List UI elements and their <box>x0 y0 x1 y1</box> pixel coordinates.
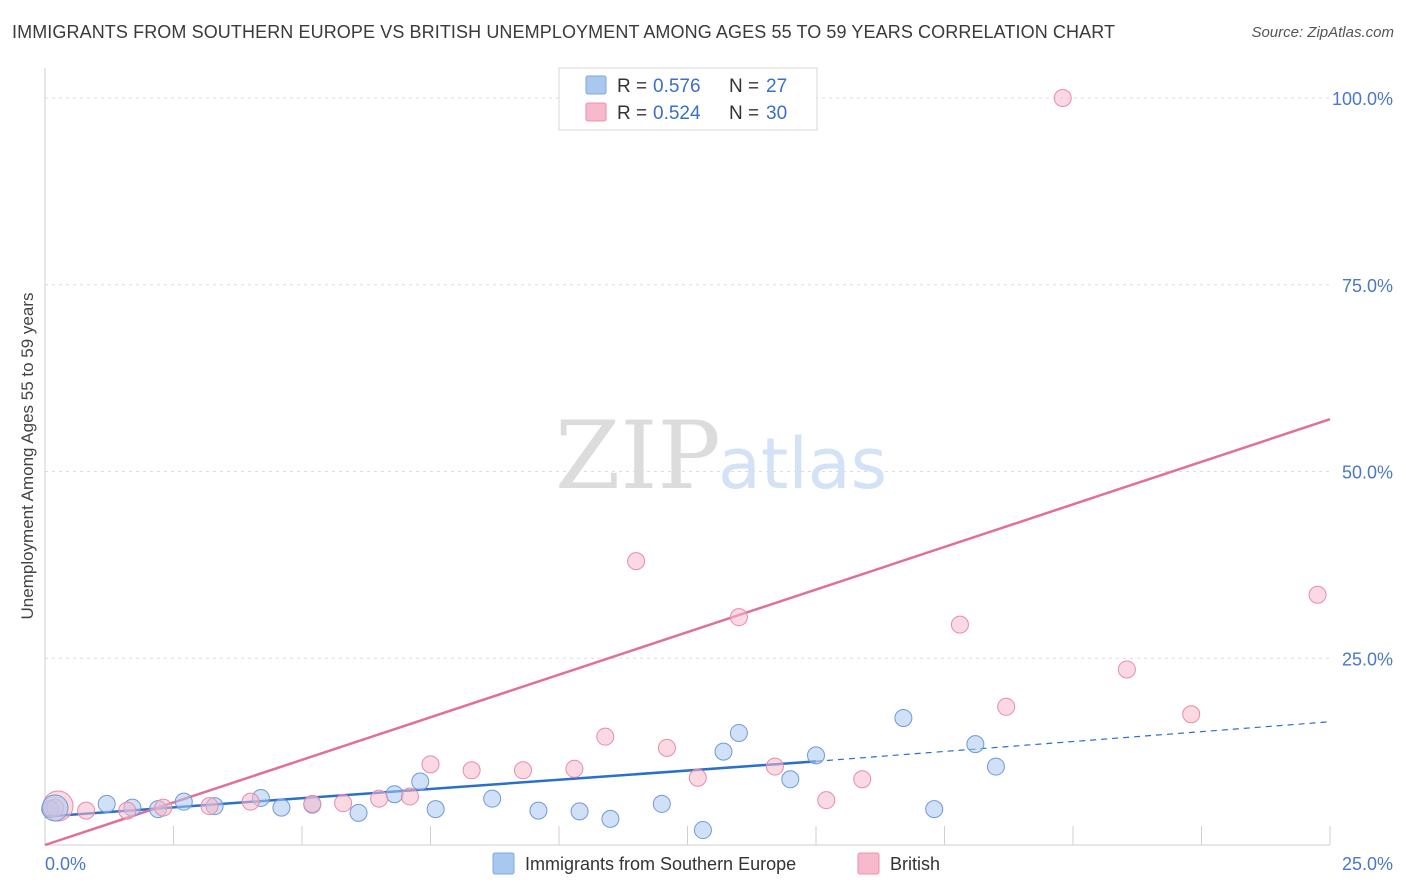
point-pink <box>334 794 353 813</box>
point-pink <box>950 615 969 634</box>
x-tick-label: 0.0% <box>45 854 86 874</box>
point-pink <box>118 801 137 820</box>
point-pink <box>997 697 1016 716</box>
watermark-atlas: atlas <box>718 423 887 505</box>
point-pink <box>817 791 836 810</box>
legend-swatch-pink <box>585 102 607 122</box>
point-pink <box>154 798 173 817</box>
point-pink <box>596 727 615 746</box>
watermark: ZIP atlas <box>555 402 887 511</box>
point-pink <box>241 792 260 811</box>
tick-labels: 25.0% 50.0% 75.0% 100.0% 0.0% 25.0% <box>45 89 1393 874</box>
point-pink <box>1053 89 1072 107</box>
trendline-pink <box>44 418 1331 847</box>
point-blue <box>729 723 748 742</box>
point-pink <box>303 794 322 813</box>
point-blue <box>529 801 548 820</box>
point-pink <box>657 738 676 757</box>
point-pink <box>1117 660 1136 679</box>
point-pink <box>765 757 784 776</box>
point-blue <box>894 709 913 728</box>
point-pink <box>1308 585 1327 604</box>
y-tick-label: 50.0% <box>1342 463 1393 483</box>
y-tick-label: 100.0% <box>1332 89 1393 109</box>
legend-n-value-1: 30 <box>766 103 787 124</box>
point-blue <box>385 785 404 804</box>
point-blue <box>693 821 712 840</box>
point-blue <box>426 800 445 819</box>
point-blue <box>652 794 671 813</box>
point-blue <box>925 800 944 819</box>
bottom-legend-label-1: British <box>890 854 940 874</box>
legend-swatch-blue <box>585 75 607 95</box>
legend-n-value-0: 27 <box>766 76 787 97</box>
chart-title: IMMIGRANTS FROM SOUTHERN EUROPE VS BRITI… <box>12 22 1116 42</box>
bottom-legend-label-0: Immigrants from Southern Europe <box>525 854 796 874</box>
point-pink <box>200 797 219 816</box>
axes <box>44 68 1331 846</box>
legend-r-value-1: 0.524 <box>653 103 701 124</box>
point-blue <box>601 809 620 828</box>
point-pink <box>370 789 389 808</box>
legend-r-value-0: 0.576 <box>653 76 701 97</box>
point-blue <box>411 772 430 791</box>
point-pink <box>514 761 533 780</box>
point-pink <box>729 608 748 627</box>
point-blue <box>986 757 1005 776</box>
point-blue <box>174 792 193 811</box>
point-blue <box>807 746 825 765</box>
point-pink <box>1182 705 1201 724</box>
point-pink <box>400 787 419 806</box>
watermark-zip: ZIP <box>555 402 721 511</box>
legend-n-label-1: N = <box>729 103 759 124</box>
point-blue <box>781 770 800 789</box>
y-tick-label: 25.0% <box>1342 649 1393 669</box>
point-blue <box>714 742 733 761</box>
legend-n-label-0: N = <box>729 76 759 97</box>
trendline-blue-extension <box>815 721 1331 762</box>
point-pink <box>565 759 584 778</box>
point-pink <box>688 768 707 787</box>
grid <box>45 97 1330 659</box>
point-cluster-blue <box>41 794 69 822</box>
y-axis-label: Unemployment Among Ages 55 to 59 years <box>18 293 37 620</box>
trendlines <box>44 418 1331 847</box>
legend-box: R = 0.576 N = 27 R = 0.524 N = 30 <box>558 67 818 131</box>
trendline-blue <box>44 760 817 818</box>
point-blue <box>97 794 116 813</box>
point-pink <box>421 755 440 774</box>
y-tick-label: 75.0% <box>1342 276 1393 296</box>
point-pink <box>853 770 872 789</box>
point-blue <box>966 735 985 754</box>
legend-r-label-1: R = <box>617 103 647 124</box>
point-blue <box>570 802 589 821</box>
point-pink <box>627 552 646 571</box>
point-pink <box>462 761 481 780</box>
data-points <box>41 89 1327 840</box>
bottom-legend-swatch-1 <box>857 852 880 875</box>
x-tick-label: 25.0% <box>1342 854 1393 874</box>
bottom-legend-swatch-0 <box>492 852 515 875</box>
point-blue <box>349 803 368 822</box>
legend-r-label-0: R = <box>617 76 647 97</box>
point-pink <box>77 801 96 820</box>
point-blue <box>483 789 502 808</box>
bottom-legend: Immigrants from Southern Europe British <box>492 852 940 875</box>
point-blue <box>272 798 291 817</box>
source-label: Source: ZipAtlas.com <box>1251 24 1394 41</box>
